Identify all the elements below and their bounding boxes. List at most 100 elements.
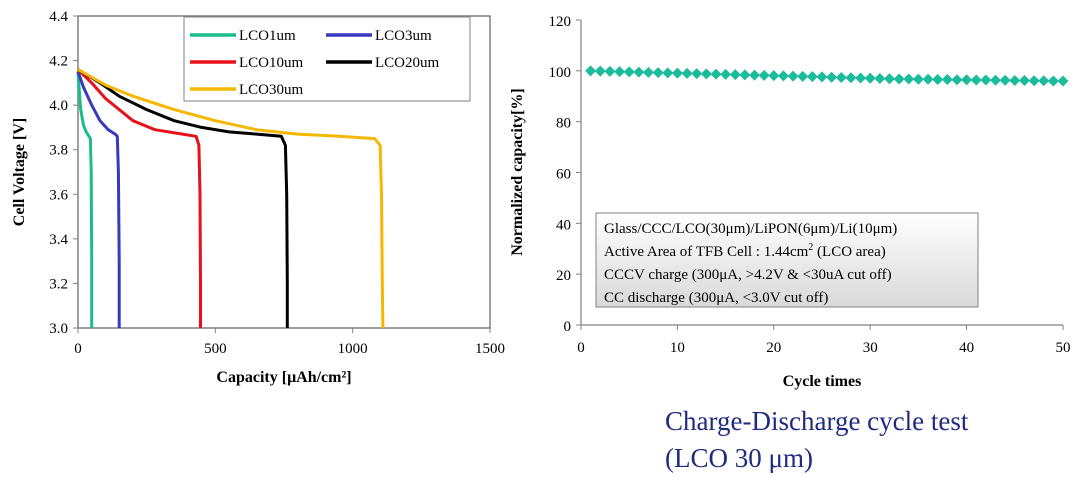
cycle-data-point bbox=[961, 74, 973, 86]
legend-label-lco30: LCO30um bbox=[239, 82, 304, 98]
left-y-tick-label: 3.8 bbox=[49, 143, 68, 159]
cycle-data-point bbox=[922, 73, 934, 85]
cycle-data-point bbox=[633, 66, 645, 78]
cycle-data-point bbox=[700, 68, 712, 80]
cycle-data-point bbox=[729, 69, 741, 81]
legend-label-lco3: LCO3um bbox=[375, 28, 432, 44]
cycle-data-point bbox=[1018, 74, 1030, 86]
cycle-data-point bbox=[951, 74, 963, 86]
cycle-data-point bbox=[970, 74, 982, 86]
cycle-data-point bbox=[720, 68, 732, 80]
right-y-axis-title: Normalized capacity[%] bbox=[509, 88, 526, 256]
cycle-data-point bbox=[604, 65, 616, 77]
cycle-data-point bbox=[835, 71, 847, 83]
cycle-data-point bbox=[999, 74, 1011, 86]
voltage-capacity-chart: 3.0 3.2 3.4 3.6 3.8 4.0 4.2 4.4 0 500 1000 1500 Cap… bbox=[11, 9, 505, 386]
caption-line-2: (LCO 30 μm) bbox=[665, 443, 813, 473]
cycle-data-point bbox=[816, 71, 828, 83]
cycle-data-point bbox=[990, 74, 1002, 86]
cycle-data-point bbox=[614, 66, 626, 78]
cycle-test-chart: 0 20 40 60 80 100 120 0 10 20 30 40 50 Cycle times N… bbox=[509, 14, 1071, 390]
left-series-group bbox=[76, 68, 385, 329]
left-tick-group: 3.0 3.2 3.4 3.6 3.8 4.0 4.2 4.4 0 500 1000 1500 bbox=[49, 9, 505, 357]
cycle-data-point bbox=[941, 73, 953, 85]
cycle-data-point bbox=[826, 71, 838, 83]
cycle-data-point bbox=[1009, 74, 1021, 86]
left-y-tick-label: 4.0 bbox=[49, 98, 68, 114]
left-x-tick-label: 1000 bbox=[338, 341, 368, 357]
right-x-tick-label: 0 bbox=[577, 340, 585, 356]
series-line-lco10um bbox=[76, 68, 202, 328]
info-line-structure: Glass/CCC/LCO(30μm)/LiPON(6μm)/Li(10μm) bbox=[604, 221, 897, 237]
right-x-tick-label: 40 bbox=[959, 340, 974, 356]
series-line-lco30um bbox=[77, 68, 385, 329]
cycle-data-point bbox=[777, 70, 789, 82]
cycle-data-point bbox=[1028, 75, 1040, 87]
left-y-tick-label: 3.4 bbox=[49, 232, 68, 248]
info-line-area: Active Area of TFB Cell : 1.44cm2 (LCO a… bbox=[604, 242, 886, 260]
right-y-tick-label: 0 bbox=[564, 319, 572, 335]
cycle-data-point bbox=[585, 65, 597, 77]
cycle-data-point bbox=[758, 69, 770, 81]
left-x-tick-label: 0 bbox=[74, 341, 82, 357]
cycle-data-point bbox=[681, 67, 693, 79]
series-line-lco20um bbox=[77, 68, 289, 328]
legend-label-lco10: LCO10um bbox=[239, 55, 304, 71]
info-area-main: Active Area of TFB Cell : 1.44cm bbox=[604, 244, 809, 260]
right-y-tick-label: 120 bbox=[549, 14, 572, 30]
right-tick-group: 0 20 40 60 80 100 120 0 10 20 30 40 50 bbox=[549, 14, 1071, 356]
cycle-data-point bbox=[1038, 75, 1050, 87]
legend-box bbox=[183, 16, 471, 102]
cycle-data-point bbox=[768, 70, 780, 82]
right-y-tick-label: 20 bbox=[556, 268, 571, 284]
left-legend: LCO1um LCO3um LCO10um LCO20um LCO30um bbox=[183, 16, 471, 102]
cycle-data-point bbox=[883, 73, 895, 85]
right-x-axis-title: Cycle times bbox=[783, 373, 862, 390]
cycle-data-point bbox=[874, 72, 886, 84]
series-line-lco3um bbox=[76, 71, 121, 328]
right-y-tick-label: 40 bbox=[556, 217, 571, 233]
cycle-data-point bbox=[1057, 75, 1069, 87]
cycle-data-point bbox=[739, 69, 751, 81]
cycle-data-point bbox=[671, 67, 683, 79]
series-line-lco1um bbox=[76, 71, 94, 328]
right-x-tick-label: 30 bbox=[863, 340, 878, 356]
info-area-tail: (LCO area) bbox=[813, 244, 885, 260]
cycle-data-point bbox=[855, 72, 867, 84]
info-line-discharge: CC discharge (300μA, <3.0V cut off) bbox=[604, 290, 828, 306]
right-y-tick-label: 100 bbox=[549, 65, 572, 81]
left-x-tick-label: 500 bbox=[204, 341, 227, 357]
cycle-data-point bbox=[797, 70, 809, 82]
right-x-tick-label: 10 bbox=[670, 340, 685, 356]
cycle-data-point bbox=[932, 73, 944, 85]
cycle-data-point bbox=[980, 74, 992, 86]
cycle-data-point bbox=[1047, 75, 1059, 87]
left-x-tick-label: 1500 bbox=[475, 341, 505, 357]
cycle-data-point bbox=[787, 70, 799, 82]
left-y-tick-label: 4.2 bbox=[49, 54, 68, 70]
info-box-frame bbox=[595, 212, 979, 308]
left-x-axis-title: Capacity [μAh/cm²] bbox=[216, 369, 351, 386]
left-y-tick-label: 4.4 bbox=[49, 9, 68, 25]
cycle-data-point bbox=[749, 69, 761, 81]
cycle-data-point bbox=[623, 66, 635, 78]
cycle-data-point bbox=[806, 71, 818, 83]
legend-label-lco1: LCO1um bbox=[239, 28, 296, 44]
right-y-tick-label: 80 bbox=[556, 116, 571, 132]
cycle-data-point bbox=[594, 65, 606, 77]
cycle-data-point bbox=[642, 66, 654, 78]
right-x-tick-label: 20 bbox=[766, 340, 781, 356]
test-conditions-box: Glass/CCC/LCO(30μm)/LiPON(6μm)/Li(10μm) … bbox=[595, 212, 979, 308]
info-line-charge: CCCV charge (300μA, >4.2V & <30uA cut of… bbox=[604, 267, 892, 283]
right-x-tick-label: 50 bbox=[1056, 340, 1071, 356]
cycle-data-point bbox=[652, 67, 664, 79]
left-y-tick-label: 3.0 bbox=[49, 321, 68, 337]
right-y-tick-label: 60 bbox=[556, 167, 571, 183]
left-y-tick-label: 3.2 bbox=[49, 276, 68, 292]
cycle-data-point bbox=[710, 68, 722, 80]
cycle-data-point bbox=[845, 72, 857, 84]
cycle-data-point bbox=[662, 67, 674, 79]
left-y-tick-label: 3.6 bbox=[49, 187, 68, 203]
info-area-superscript: 2 bbox=[808, 242, 813, 253]
